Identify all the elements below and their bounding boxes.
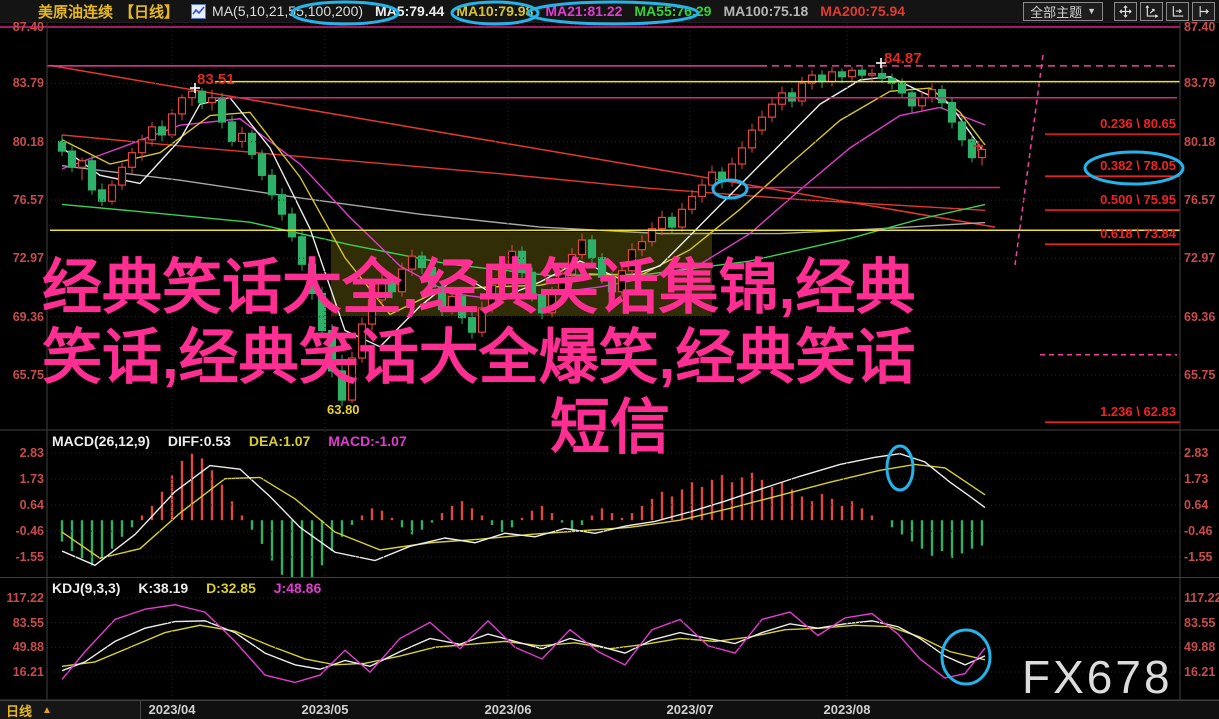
- pan-axis-icon: [1172, 5, 1184, 17]
- ma-value-1: MA10:79.98: [456, 3, 534, 19]
- theme-dropdown-label: 全部主题: [1030, 4, 1083, 20]
- kdj-d-value: D:32.85: [206, 580, 256, 596]
- period-selector-label: 日线: [6, 704, 33, 719]
- macd-params: MACD(26,12,9): [52, 433, 151, 449]
- shift-right-button[interactable]: [1192, 1, 1215, 21]
- ma-settings-label: MA(5,10,21,55,100,200): [212, 3, 364, 19]
- triangle-up-icon: ▲: [42, 705, 52, 716]
- period-selector[interactable]: 日线 ▲: [0, 701, 141, 719]
- zoom-axis-button[interactable]: [1140, 1, 1163, 21]
- watermark-line1: 经典笑话大全,经典笑话集锦,经典: [42, 254, 916, 321]
- shift-right-icon: [1199, 5, 1209, 17]
- instrument-title: 美原油连续: [38, 3, 114, 21]
- ma-value-2: MA21:81.22: [545, 3, 623, 19]
- kdj-params: KDJ(9,3,3): [52, 580, 121, 596]
- macd-header: MACD(26,12,9) DIFF:0.53 DEA:1.07 MACD:-1…: [52, 433, 421, 449]
- ma-value-4: MA100:75.18: [723, 3, 809, 19]
- chevron-down-icon: ▼: [1087, 6, 1096, 16]
- ma-value-5: MA200:75.94: [820, 3, 906, 19]
- pan-axis-button[interactable]: [1166, 1, 1189, 21]
- fx678-watermark: FX678: [1022, 651, 1173, 703]
- april-peak-label: 83.51: [197, 71, 235, 88]
- move-icon: [1119, 4, 1132, 18]
- watermark-line3: 短信: [550, 394, 670, 461]
- top-toolbar: 美原油连续 【日线】 MA(5,10,21,55,100,200) MA5:79…: [0, 0, 1219, 22]
- kdj-j-value: J:48.86: [273, 580, 322, 596]
- watermark-line2: 笑话,经典笑话大全爆笑,经典笑话: [42, 324, 916, 391]
- theme-dropdown[interactable]: 全部主题 ▼: [1023, 1, 1103, 21]
- august-peak-label: 84.87: [884, 50, 922, 67]
- macd-dea-value: DEA:1.07: [248, 433, 311, 449]
- kdj-header: KDJ(9,3,3) K:38.19 D:32.85 J:48.86: [52, 580, 335, 596]
- zoom-axis-icon: [1145, 4, 1159, 18]
- kdj-k-value: K:38.19: [138, 580, 189, 596]
- ma-value-0: MA5:79.44: [375, 3, 445, 19]
- chart-type-icon: [191, 3, 207, 19]
- macd-value: MACD:-1.07: [328, 433, 407, 449]
- time-axis-bar: 日线 ▲: [0, 700, 1219, 719]
- move-tool-button[interactable]: [1114, 1, 1137, 21]
- ma-value-3: MA55:76.29: [634, 3, 712, 19]
- macd-diff-value: DIFF:0.53: [167, 433, 231, 449]
- may-low-label: 63.80: [327, 402, 360, 417]
- period-label: 【日线】: [119, 3, 180, 21]
- ma-values: MA5:79.44 MA10:79.98 MA21:81.22 MA55:76.29 M…: [363, 3, 905, 19]
